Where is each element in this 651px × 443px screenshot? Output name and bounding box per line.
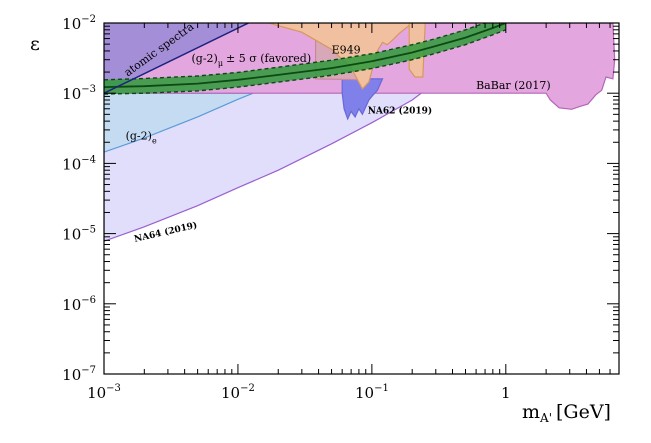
- label-e949: E949: [332, 43, 361, 56]
- label-na62-2019: NA62 (2019): [368, 106, 432, 117]
- y-tick-label: 10−3: [62, 84, 96, 103]
- region-na62-2019: [341, 78, 384, 121]
- x-axis-subscript: A': [539, 411, 552, 425]
- boundary-lines: [104, 23, 249, 94]
- g-2-mu-favored-band: [104, 23, 507, 95]
- region-orange: [268, 23, 414, 90]
- label-g-2-e: (g-2)e: [126, 129, 157, 145]
- x-axis-title: mA' [GeV]: [522, 401, 611, 425]
- y-tick-label: 10−7: [62, 365, 96, 384]
- x-tick-label: 10−2: [221, 383, 255, 402]
- y-tick-label: 10−5: [62, 225, 96, 244]
- label-babar-2017: BaBar (2017): [476, 79, 551, 92]
- axis-ticks: [103, 23, 620, 375]
- band-center-line: [104, 23, 507, 88]
- band-upper-edge: [104, 23, 487, 81]
- plot-frame: [103, 22, 620, 375]
- axis-tick-labels: 10−3 10−2 10−1 1 10−7 10−6 10−5 10−4 10−3 10−2: [62, 14, 510, 402]
- label-g-2: (g-2)μ ± 5 σ (favored): [192, 52, 312, 68]
- band-fill: [104, 23, 506, 95]
- x-axis-symbol: m: [522, 401, 540, 423]
- band-lower-edge: [104, 29, 507, 95]
- x-tick-label: 10−1: [355, 383, 389, 402]
- x-axis-unit: [GeV]: [556, 401, 611, 423]
- region-g-2-e: [104, 92, 254, 153]
- y-axis-title: ε: [30, 33, 40, 55]
- line-atomic-spectra: [104, 23, 249, 94]
- y-tick-label: 10−4: [62, 154, 96, 173]
- x-tick-label: 1: [501, 384, 511, 402]
- x-tick-label: 10−3: [87, 383, 121, 402]
- y-tick-label: 10−2: [62, 14, 96, 33]
- y-tick-label: 10−6: [62, 295, 96, 314]
